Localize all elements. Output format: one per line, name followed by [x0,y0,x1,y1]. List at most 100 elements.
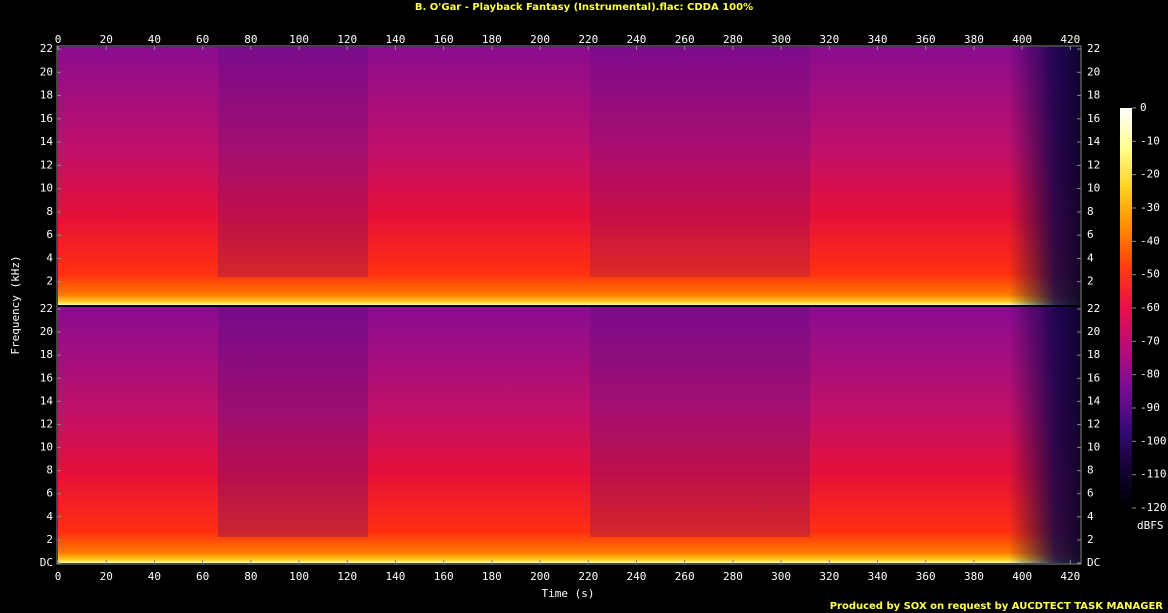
z-tick-label: -40 [1140,234,1160,247]
x-tick-label: 420 [1060,570,1080,583]
y-tick-label: 20 [1087,325,1100,338]
x-tick-label: 100 [289,33,309,46]
y-tick-label: 18 [40,348,53,361]
x-tick-label: 200 [530,33,550,46]
x-tick-label: 200 [530,570,550,583]
x-tick-label: 220 [578,33,598,46]
y-tick-label: 2 [46,275,53,288]
y-tick-label: 14 [1087,135,1101,148]
y-tick-label: 16 [1087,371,1100,384]
y-tick-label: 18 [40,89,53,102]
footer: Produced by SOX on request by AUCDTECT T… [830,601,1164,612]
y-axis-label: Frequency (kHz) [9,255,22,354]
x-tick-label: 180 [482,570,502,583]
z-tick-label: -90 [1140,401,1160,414]
x-tick-label: 40 [148,33,161,46]
y-tick-label: 20 [40,325,53,338]
x-tick-label: 160 [434,570,454,583]
y-tick-label: 8 [1087,205,1094,218]
z-tick-label: -50 [1140,268,1160,281]
y-tick-label: 4 [1087,510,1094,523]
z-tick-label: -10 [1140,134,1160,147]
y-tick-label: 12 [1087,158,1100,171]
x-tick-label: 20 [100,570,113,583]
x-tick-label: 320 [819,570,839,583]
y-tick-label: 8 [1087,464,1094,477]
x-tick-label: 0 [55,570,62,583]
z-tick-label: -60 [1140,301,1160,314]
colorbar [1120,108,1132,508]
y-tick-label: 18 [1087,348,1100,361]
x-tick-label: 360 [916,33,936,46]
y-tick-label: 8 [46,464,53,477]
x-tick-label: 300 [771,33,791,46]
y-tick-label: 22 [40,302,53,315]
fade [58,307,1080,563]
x-tick-label: 300 [771,570,791,583]
x-tick-label: 240 [627,570,647,583]
y-tick-label: 10 [40,441,53,454]
y-tick-label: 4 [46,510,53,523]
z-tick-label: -70 [1140,334,1160,347]
y-tick-label: 10 [40,182,53,195]
y-tick-label: 4 [1087,251,1094,264]
y-tick-label: 6 [1087,487,1094,500]
x-tick-label: 320 [819,33,839,46]
z-tick-label: -100 [1140,434,1167,447]
x-tick-label: 280 [723,33,743,46]
x-tick-label: 420 [1060,33,1080,46]
x-tick-label: 100 [289,570,309,583]
y-tick-label: 16 [40,112,53,125]
y-tick-label: DC [1087,556,1100,569]
x-tick-label: 0 [55,33,62,46]
y-tick-label: 2 [1087,275,1094,288]
y-tick-label: 22 [1087,302,1100,315]
colorbar-label: dBFS [1137,519,1164,532]
x-tick-label: 400 [1012,33,1032,46]
y-tick-label: 2 [46,533,53,546]
y-tick-label: 20 [1087,65,1100,78]
frame [56,45,1082,565]
y-tick-label: 22 [1087,42,1100,55]
x-tick-label: 160 [434,33,454,46]
x-tick-label: 80 [244,33,257,46]
x-tick-label: 20 [100,33,113,46]
x-tick-label: 260 [675,33,695,46]
x-tick-label: 140 [386,33,406,46]
y-tick-label: 6 [1087,228,1094,241]
x-tick-label: 60 [196,570,209,583]
plot-area [56,45,1082,565]
x-tick-label: 280 [723,570,743,583]
z-tick-label: -20 [1140,168,1160,181]
y-tick-label: 18 [1087,89,1100,102]
y-tick-label: 14 [1087,394,1101,407]
y-tick-label: 10 [1087,441,1100,454]
x-tick-label: 260 [675,570,695,583]
x-tick-label: 220 [578,570,598,583]
x-tick-label: 380 [964,570,984,583]
x-tick-label: 240 [627,33,647,46]
y-tick-label: 12 [1087,417,1100,430]
x-tick-label: 380 [964,33,984,46]
y-tick-label: 10 [1087,182,1100,195]
y-tick-label: 20 [40,65,53,78]
x-tick-label: 340 [868,33,888,46]
x-tick-label: 40 [148,570,161,583]
x-tick-label: 400 [1012,570,1032,583]
x-tick-label: 340 [868,570,888,583]
y-tick-label: 16 [1087,112,1100,125]
z-tick-label: -110 [1140,468,1167,481]
fade [58,47,1080,305]
x-tick-label: 120 [337,33,357,46]
x-tick-label: 60 [196,33,209,46]
z-tick-label: -120 [1140,501,1167,514]
x-tick-label: 360 [916,570,936,583]
y-tick-label: 12 [40,417,53,430]
y-tick-label: 22 [40,42,53,55]
y-tick-label: 2 [1087,533,1094,546]
y-tick-label: 8 [46,205,53,218]
y-tick-label: 14 [40,135,54,148]
x-tick-label: 80 [244,570,257,583]
y-tick-label: 6 [46,228,53,241]
